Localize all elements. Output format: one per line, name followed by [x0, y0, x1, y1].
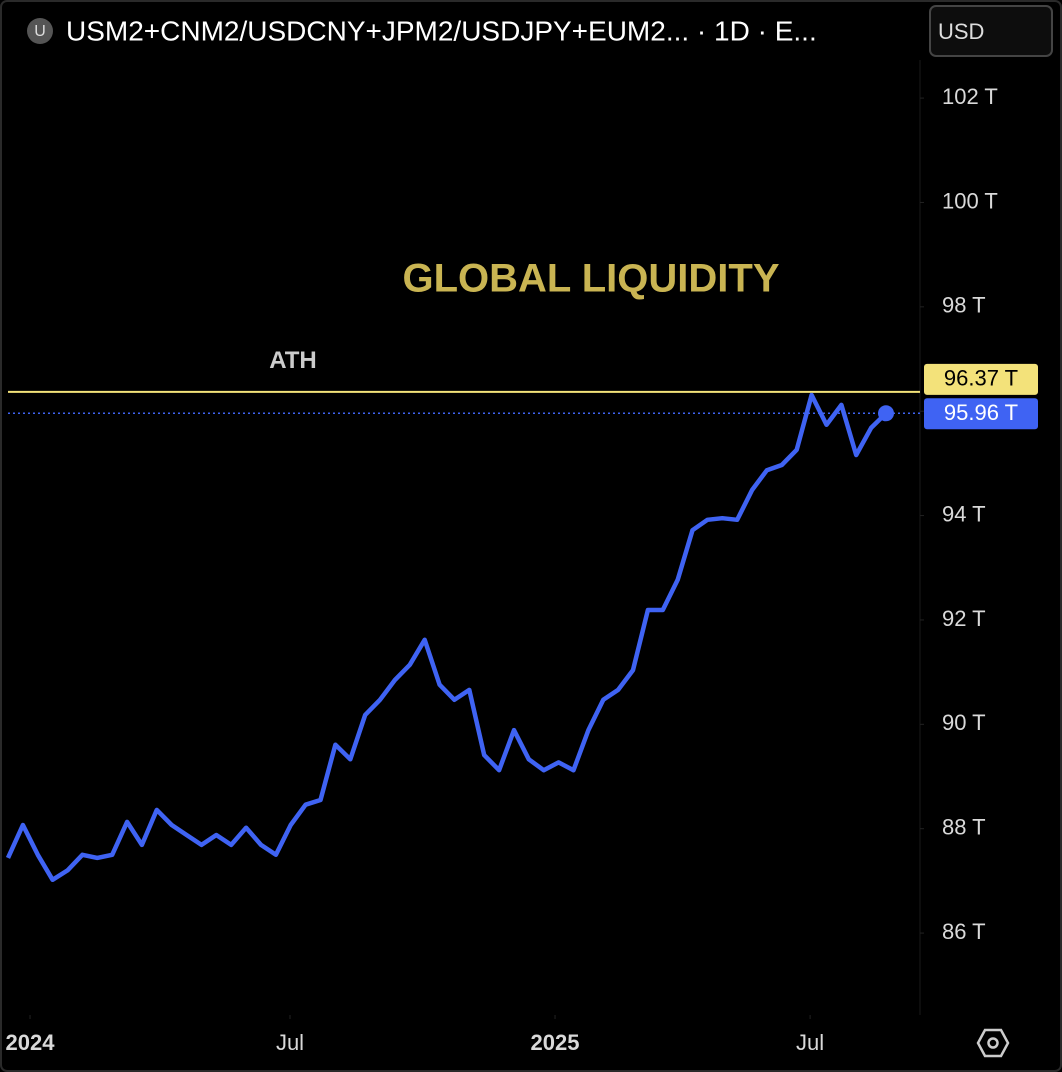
- x-tick-label: Jul: [796, 1030, 824, 1055]
- settings-icon[interactable]: [976, 1028, 1010, 1058]
- x-tick-label: Jul: [276, 1030, 304, 1055]
- series-line: [5, 392, 888, 883]
- currency-button[interactable]: [929, 5, 1053, 57]
- x-tick-label: 2024: [6, 1030, 56, 1055]
- x-tick-label: 2025: [531, 1030, 580, 1055]
- ath-label: ATH: [269, 347, 317, 374]
- symbol-icon-text: U: [34, 23, 46, 40]
- y-tick-label: 92 T: [942, 606, 986, 631]
- last-price-box: [924, 398, 1038, 430]
- currency-text[interactable]: USD: [938, 19, 984, 44]
- symbol-icon: [27, 18, 53, 44]
- y-tick-label: 98 T: [942, 293, 986, 318]
- last-point: [878, 405, 894, 422]
- ath-price-box: [924, 363, 1038, 395]
- chart-title: GLOBAL LIQUIDITY: [402, 257, 779, 301]
- last-price-text: 95.96 T: [944, 400, 1018, 425]
- y-tick-label: 102 T: [942, 84, 998, 109]
- symbol-title: USM2+CNM2/USDCNY+JPM2/USDJPY+EUM2... · 1…: [66, 15, 817, 46]
- y-tick-label: 94 T: [942, 501, 986, 526]
- y-tick-label: 88 T: [942, 815, 986, 840]
- y-tick-label: 100 T: [942, 188, 998, 213]
- ath-price-text: 96.37 T: [944, 366, 1018, 391]
- y-tick-label: 86 T: [942, 919, 986, 944]
- y-tick-label: 90 T: [942, 710, 986, 735]
